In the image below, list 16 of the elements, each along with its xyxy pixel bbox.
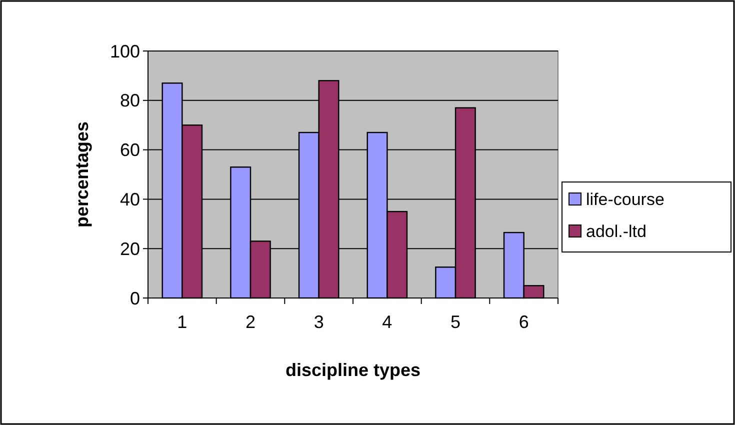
y-tick-label: 80 xyxy=(120,90,140,111)
y-axis-title: percentages xyxy=(72,121,92,228)
y-tick-label: 100 xyxy=(110,41,140,62)
x-tick-label: 5 xyxy=(450,312,461,332)
y-tick-label: 0 xyxy=(130,288,140,308)
x-tick-label: 3 xyxy=(314,312,324,332)
y-tick-label: 20 xyxy=(120,238,140,259)
legend-label: adol.-ltd xyxy=(586,222,646,241)
y-tick-label: 40 xyxy=(120,190,140,210)
x-axis-title: discipline types xyxy=(285,360,421,380)
x-tick-label: 2 xyxy=(245,312,256,332)
x-tick-label: 4 xyxy=(382,312,392,332)
x-tick-label: 1 xyxy=(177,312,188,332)
legend-label: life-course xyxy=(586,190,664,209)
y-tick-label: 60 xyxy=(120,140,140,160)
x-tick-label: 6 xyxy=(518,312,529,332)
